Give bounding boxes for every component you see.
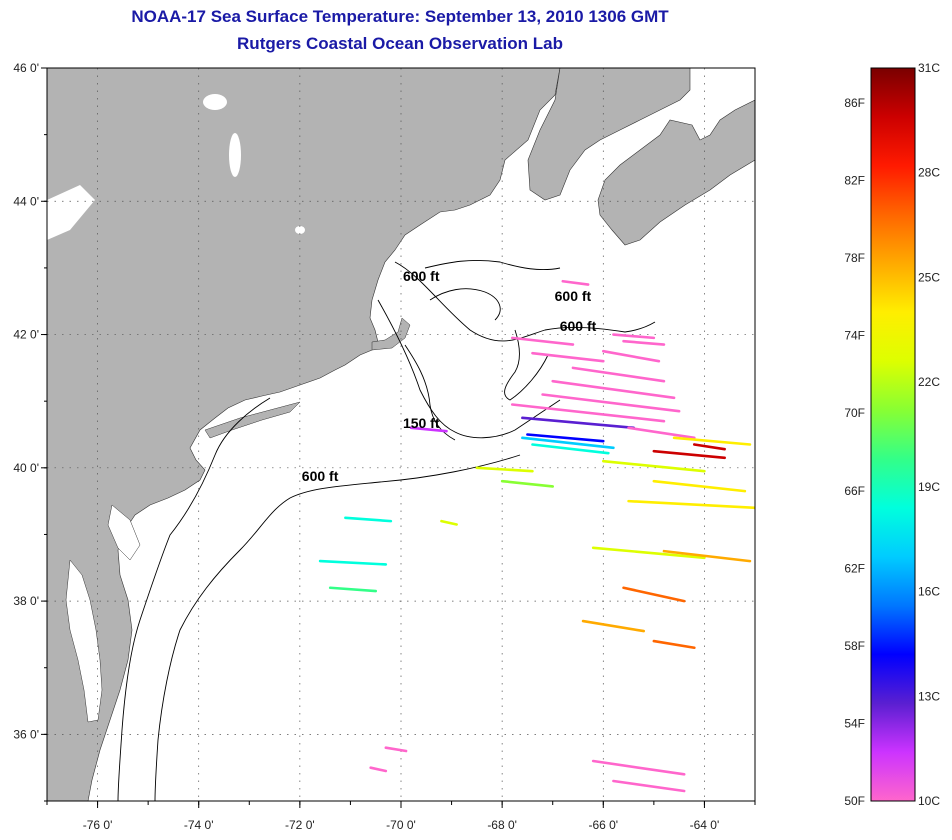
colorbar-gradient [870,67,916,802]
sst-streak [612,333,656,340]
land-new-brunswick [527,68,691,201]
colorbar-f-label: 54F [844,716,865,730]
lon-tick-label: -68 0' [487,818,517,832]
lat-tick-label: 46 0' [13,61,39,75]
lake [295,226,305,234]
sst-streak [591,759,686,776]
sst-streak [328,586,378,593]
colorbar-f-label: 74F [844,329,865,343]
sst-streak [672,436,752,446]
colorbar-fahrenheit-labels: 86F 82F 78F 74F 70F 66F 62F 58F 54F 50F [844,96,865,808]
contour-label: 600 ft [555,288,592,304]
lake [203,94,227,110]
sst-streak [622,339,666,346]
long-island [204,401,301,439]
delaware-bay [107,504,141,561]
sst-streak [551,379,676,400]
colorbar-c-label: 19C [918,480,940,494]
lat-tick-label: 36 0' [13,727,39,741]
sst-streak [541,393,681,413]
sst-streaks [318,279,755,793]
sst-streak [409,426,448,433]
colorbar-f-label: 62F [844,561,865,575]
sst-streak [521,436,615,450]
chesapeake-bay [65,559,103,723]
sst-streak [521,416,635,430]
lon-tick-label: -70 0' [386,818,416,832]
colorbar-c-label: 28C [918,166,940,180]
sst-streak [561,279,590,286]
sst-streak [318,559,388,566]
bathymetry-contours [117,259,656,801]
lat-tick-label: 42 0' [13,328,39,342]
contour-label: 600 ft [560,318,597,334]
map-grid [47,68,755,801]
sst-streak [500,479,555,488]
colorbar-c-label: 25C [918,270,940,284]
colorbar-c-label: 16C [918,585,940,599]
colorbar-c-label: 10C [918,794,940,808]
lat-tick-label: 38 0' [13,594,39,608]
colorbar-f-label: 82F [844,174,865,188]
lon-tick-label: -74 0' [184,818,214,832]
sst-streak [531,351,605,363]
sst-streak [510,336,575,346]
colorbar-f-label: 78F [844,251,865,265]
lon-tick-label: -72 0' [285,818,315,832]
sst-streak [601,459,706,473]
sst-streak [384,746,408,753]
sst-streak [622,586,686,603]
lon-tick-label: -64 0' [690,818,720,832]
map-axes: 46 0' 44 0' 42 0' 40 0' 38 0' 36 0' -76 0' -74 … [13,61,756,832]
lake-ontario-edge [47,185,95,240]
lake [229,133,241,177]
contour-label: 600 ft [403,268,440,284]
colorbar-c-label: 13C [918,689,940,703]
lat-tick-label: 40 0' [13,461,39,475]
sst-streak [581,619,646,633]
sst-streak [652,479,747,493]
land-nova-scotia [560,68,755,246]
colorbar-c-label: 31C [918,61,940,75]
sst-streak [601,349,661,363]
lon-tick-label: -66 0' [588,818,618,832]
colorbar-c-label: 22C [918,375,940,389]
land-north-america [47,68,561,801]
colorbar-f-label: 50F [844,794,865,808]
sst-streak [526,433,605,443]
colorbar-celsius-labels: 31C 28C 25C 22C 19C 16C 13C 10C [918,61,940,808]
sst-streak [369,766,388,773]
sst-streak [627,426,696,440]
map-subtitle: Rutgers Coastal Ocean Observation Lab [237,34,563,53]
contour-labels: 600 ft 600 ft 600 ft 150 ft 600 ft [302,268,597,484]
sst-streak [475,466,534,473]
sst-streak [571,366,666,383]
sst-streak [662,549,752,563]
sst-streak [440,519,458,526]
cape-cod [371,317,411,351]
colorbar-f-label: 58F [844,639,865,653]
lat-tick-label: 44 0' [13,194,39,208]
sst-streak [344,516,393,523]
temperature-colorbar: 86F 82F 78F 74F 70F 66F 62F 58F 54F 50F 31C 28C 25C… [844,61,940,808]
sst-streak [627,499,755,510]
sst-streak [531,443,610,455]
colorbar-f-label: 70F [844,406,865,420]
sst-streak [652,639,696,650]
sst-streak [612,779,686,793]
sst-streak [510,403,666,423]
lon-tick-label: -76 0' [83,818,113,832]
colorbar-f-label: 66F [844,484,865,498]
contour-label: 600 ft [302,468,339,484]
sst-streak [693,443,726,451]
sst-streak [591,546,706,560]
colorbar-f-label: 86F [844,96,865,110]
contour-label: 150 ft [403,415,440,431]
map-title: NOAA-17 Sea Surface Temperature: Septemb… [131,7,669,26]
sst-streak [652,449,726,460]
